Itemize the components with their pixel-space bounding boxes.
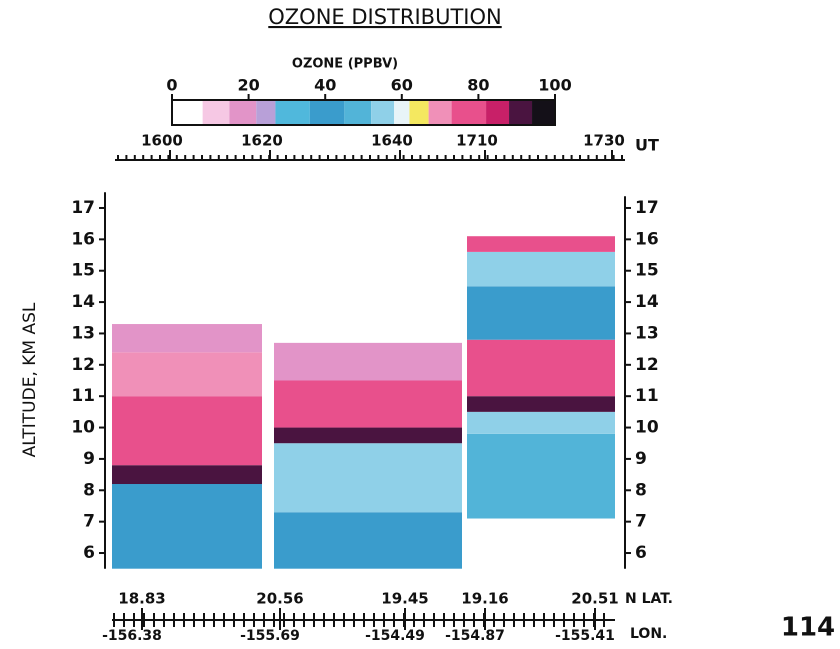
lat-tick-label: 19.45 <box>381 590 428 608</box>
ozone-layer <box>112 324 262 353</box>
lon-tick-label: -154.87 <box>445 628 505 644</box>
lon-tick-label: -156.38 <box>102 628 162 644</box>
colorbar-segment <box>256 100 276 125</box>
colorbar-segment <box>229 100 257 125</box>
title: OZONE DISTRIBUTION <box>268 5 501 29</box>
ozone-layer <box>274 342 462 381</box>
y-tick-label-left: 11 <box>71 386 95 406</box>
ozone-layer <box>467 411 615 434</box>
ozone-layer <box>467 396 615 412</box>
colorbar-title: OZONE (PPBV) <box>292 57 398 72</box>
colorbar-segment <box>371 100 395 125</box>
colorbar-segment <box>172 100 203 125</box>
colorbar-segment <box>451 100 487 125</box>
ozone-layer <box>112 465 262 485</box>
y-tick-label-right: 10 <box>635 418 659 438</box>
colorbar-tick-label: 100 <box>538 76 571 95</box>
y-tick-label-left: 8 <box>83 480 95 500</box>
colorbar-segment <box>509 100 533 125</box>
time-tick-label: 1710 <box>456 132 498 150</box>
ozone-layer <box>467 236 615 252</box>
y-tick-label-left: 13 <box>71 323 95 343</box>
time-tick-label: 1620 <box>241 132 283 150</box>
y-tick-label-left: 6 <box>83 543 95 563</box>
ozone-layer <box>112 484 262 569</box>
lon-tick-label: -155.41 <box>555 628 615 644</box>
y-tick-label-left: 9 <box>83 449 95 469</box>
colorbar-segment <box>344 100 372 125</box>
ozone-layer <box>274 512 462 569</box>
lat-tick-label: 20.51 <box>571 590 618 608</box>
y-tick-label-right: 17 <box>635 198 659 218</box>
y-tick-label-right: 8 <box>635 480 647 500</box>
y-tick-label-right: 16 <box>635 229 659 249</box>
lat-unit: N LAT. <box>625 591 673 607</box>
lon-tick-label: -154.49 <box>365 628 425 644</box>
lon-unit: LON. <box>630 626 667 642</box>
colorbar-segment <box>309 100 345 125</box>
lon-tick-label: -155.69 <box>240 628 300 644</box>
time-unit: UT <box>635 136 659 155</box>
page-number: 114 <box>781 613 835 643</box>
y-tick-label-right: 13 <box>635 323 659 343</box>
y-tick-label-left: 15 <box>71 261 95 281</box>
colorbar-tick-label: 80 <box>467 76 489 95</box>
y-tick-label-left: 14 <box>71 292 95 312</box>
y-tick-label-right: 14 <box>635 292 659 312</box>
colorbar-segment <box>409 100 429 125</box>
ozone-layer <box>274 380 462 428</box>
ozone-layer <box>467 339 615 397</box>
y-tick-label-left: 16 <box>71 229 95 249</box>
y-tick-label-right: 15 <box>635 261 659 281</box>
colorbar-segment <box>275 100 310 125</box>
colorbar-tick-label: 40 <box>314 76 336 95</box>
ozone-layer <box>112 396 262 466</box>
time-tick-label: 1730 <box>583 132 625 150</box>
y-tick-label-left: 10 <box>71 418 95 438</box>
y-tick-label-right: 7 <box>635 512 647 532</box>
lat-tick-label: 19.16 <box>461 590 508 608</box>
y-tick-label-left: 12 <box>71 355 95 375</box>
colorbar-tick-label: 20 <box>237 76 259 95</box>
ozone-layer <box>467 251 615 287</box>
time-tick-label: 1640 <box>371 132 413 150</box>
colorbar-segment <box>532 100 555 125</box>
colorbar-segment <box>428 100 452 125</box>
colorbar-tick-label: 0 <box>166 76 177 95</box>
colorbar-tick-label: 60 <box>391 76 413 95</box>
ozone-layer <box>467 286 615 340</box>
y-tick-label-left: 17 <box>71 198 95 218</box>
y-tick-label-right: 11 <box>635 386 659 406</box>
lat-tick-label: 18.83 <box>118 590 165 608</box>
colorbar-segment <box>394 100 410 125</box>
lat-tick-label: 20.56 <box>256 590 303 608</box>
ozone-layer <box>274 427 462 444</box>
y-tick-label-right: 12 <box>635 355 659 375</box>
y-tick-label-right: 9 <box>635 449 647 469</box>
colorbar-segment <box>202 100 230 125</box>
ozone-layer <box>467 433 615 519</box>
colorbar-frame <box>171 99 556 126</box>
ozone-layer <box>274 443 462 513</box>
y-tick-label-right: 6 <box>635 543 647 563</box>
y-tick-label-left: 7 <box>83 512 95 532</box>
ozone-layer <box>112 352 262 397</box>
colorbar-segment <box>486 100 510 125</box>
y-axis-label: ALTITUDE, KM ASL <box>20 302 40 457</box>
time-tick-label: 1600 <box>141 132 183 150</box>
